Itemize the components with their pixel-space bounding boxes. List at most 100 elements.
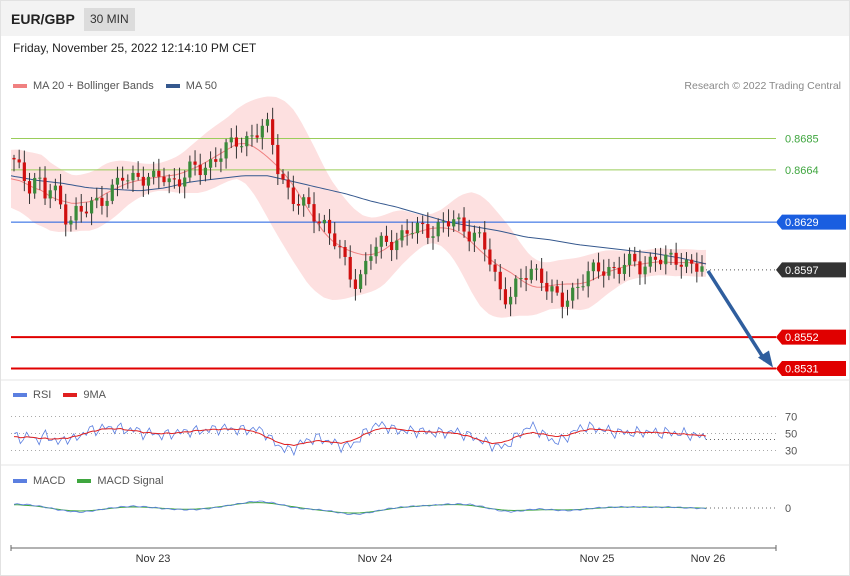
- candle-body: [286, 179, 290, 188]
- candle-body: [384, 235, 389, 242]
- candle-body: [364, 260, 368, 275]
- forecast-arrowhead: [758, 350, 773, 368]
- candle-body: [643, 266, 647, 275]
- candle-body: [126, 180, 130, 182]
- rsi-ma-legend-swatch: [63, 393, 78, 397]
- candle-body: [95, 197, 99, 201]
- rsi-ma-line: [13, 427, 707, 447]
- candle-body: [379, 235, 383, 247]
- copyright-label: Research © 2022 Trading Central: [684, 80, 841, 92]
- candle-body: [183, 177, 187, 187]
- macd-legend-label: MACD: [33, 475, 66, 487]
- support-price-tag: [776, 361, 846, 376]
- candle-body: [467, 231, 471, 242]
- candle-body: [74, 205, 78, 221]
- pivot-price-label: 0.8629: [785, 217, 819, 229]
- candle-body: [33, 177, 37, 194]
- candle-body: [281, 174, 285, 180]
- candle-body: [472, 232, 476, 242]
- candle-body: [426, 224, 430, 238]
- candle-body: [229, 137, 233, 143]
- macd-signal-legend-label: MACD Signal: [97, 475, 164, 487]
- candle-body: [17, 159, 21, 163]
- macd-legend: MACD MACD Signal: [13, 475, 163, 487]
- candle-body: [679, 264, 683, 267]
- ma20-legend-label: MA 20 + Bollinger Bands: [33, 80, 154, 92]
- candle-body: [115, 177, 120, 185]
- candle-body: [157, 170, 161, 177]
- candle-body: [400, 230, 404, 241]
- candle-body: [271, 119, 275, 145]
- candle-body: [358, 274, 363, 289]
- candle-body: [664, 254, 668, 265]
- candle-body: [446, 221, 451, 227]
- candle-body: [64, 204, 68, 225]
- candle-body: [540, 268, 544, 283]
- candle-body: [648, 256, 652, 267]
- candle-body: [514, 278, 518, 297]
- candle-body: [622, 264, 627, 274]
- candle-body: [48, 190, 52, 199]
- main-legend: MA 20 + Bollinger Bands MA 50: [13, 80, 217, 92]
- candle-body: [596, 262, 601, 272]
- rsi-legend: RSI 9MA: [13, 389, 106, 401]
- candle-body: [483, 232, 487, 250]
- candle-body: [234, 137, 239, 147]
- candle-body: [146, 176, 151, 186]
- candle-body: [581, 286, 585, 288]
- x-tick-label: Nov 26: [690, 553, 726, 565]
- macd-tick-label: 0: [785, 503, 791, 515]
- bollinger-band: [11, 96, 706, 318]
- candle-body: [260, 125, 264, 138]
- candle-body: [421, 222, 425, 225]
- candle-body: [172, 178, 176, 180]
- candle-body: [317, 221, 321, 224]
- candle-body: [193, 161, 197, 165]
- candle-body: [524, 278, 528, 280]
- ma20-line: [10, 143, 706, 288]
- candle-body: [369, 256, 373, 261]
- candle-body: [684, 259, 689, 267]
- rsi-ma-legend-label: 9MA: [83, 389, 106, 401]
- candle-body: [565, 300, 570, 307]
- candle-body: [695, 263, 699, 272]
- candle-body: [374, 246, 378, 257]
- candle-body: [58, 185, 63, 205]
- candle-body: [509, 296, 513, 305]
- candle-body: [69, 220, 73, 225]
- candle-body: [177, 179, 182, 187]
- ma20-legend-swatch: [13, 84, 27, 88]
- candle-body: [607, 266, 611, 276]
- candle-body: [390, 241, 394, 251]
- candle-body: [395, 240, 399, 251]
- x-tick-label: Nov 25: [579, 553, 615, 565]
- candle-body: [162, 176, 166, 183]
- candle-body: [167, 178, 171, 183]
- candle-body: [312, 204, 316, 222]
- candle-body: [612, 266, 616, 268]
- candle-body: [53, 185, 57, 191]
- candle-body: [602, 271, 606, 276]
- rsi-tick-label: 50: [785, 429, 797, 441]
- support-price-label: 0.8552: [785, 332, 819, 344]
- candle-body: [457, 217, 461, 220]
- candle-body: [338, 246, 342, 248]
- ma50-legend-label: MA 50: [185, 80, 217, 92]
- candle-body: [674, 252, 678, 265]
- candle-body: [333, 233, 337, 247]
- candle-body: [79, 205, 83, 212]
- candle-body: [302, 197, 306, 206]
- instrument-pair: EUR/GBP: [11, 11, 75, 27]
- macd-line: [13, 500, 707, 515]
- candle-body: [441, 221, 445, 223]
- candle-body: [27, 181, 32, 194]
- candle-body: [265, 119, 270, 126]
- candle-body: [452, 219, 456, 227]
- candle-body: [291, 187, 295, 204]
- candle-body: [571, 287, 575, 301]
- candle-body: [343, 247, 347, 257]
- candle-body: [22, 162, 26, 182]
- timeframe-badge[interactable]: 30 MIN: [84, 8, 135, 31]
- candle-body: [296, 203, 301, 206]
- rsi-legend-label: RSI: [33, 389, 52, 401]
